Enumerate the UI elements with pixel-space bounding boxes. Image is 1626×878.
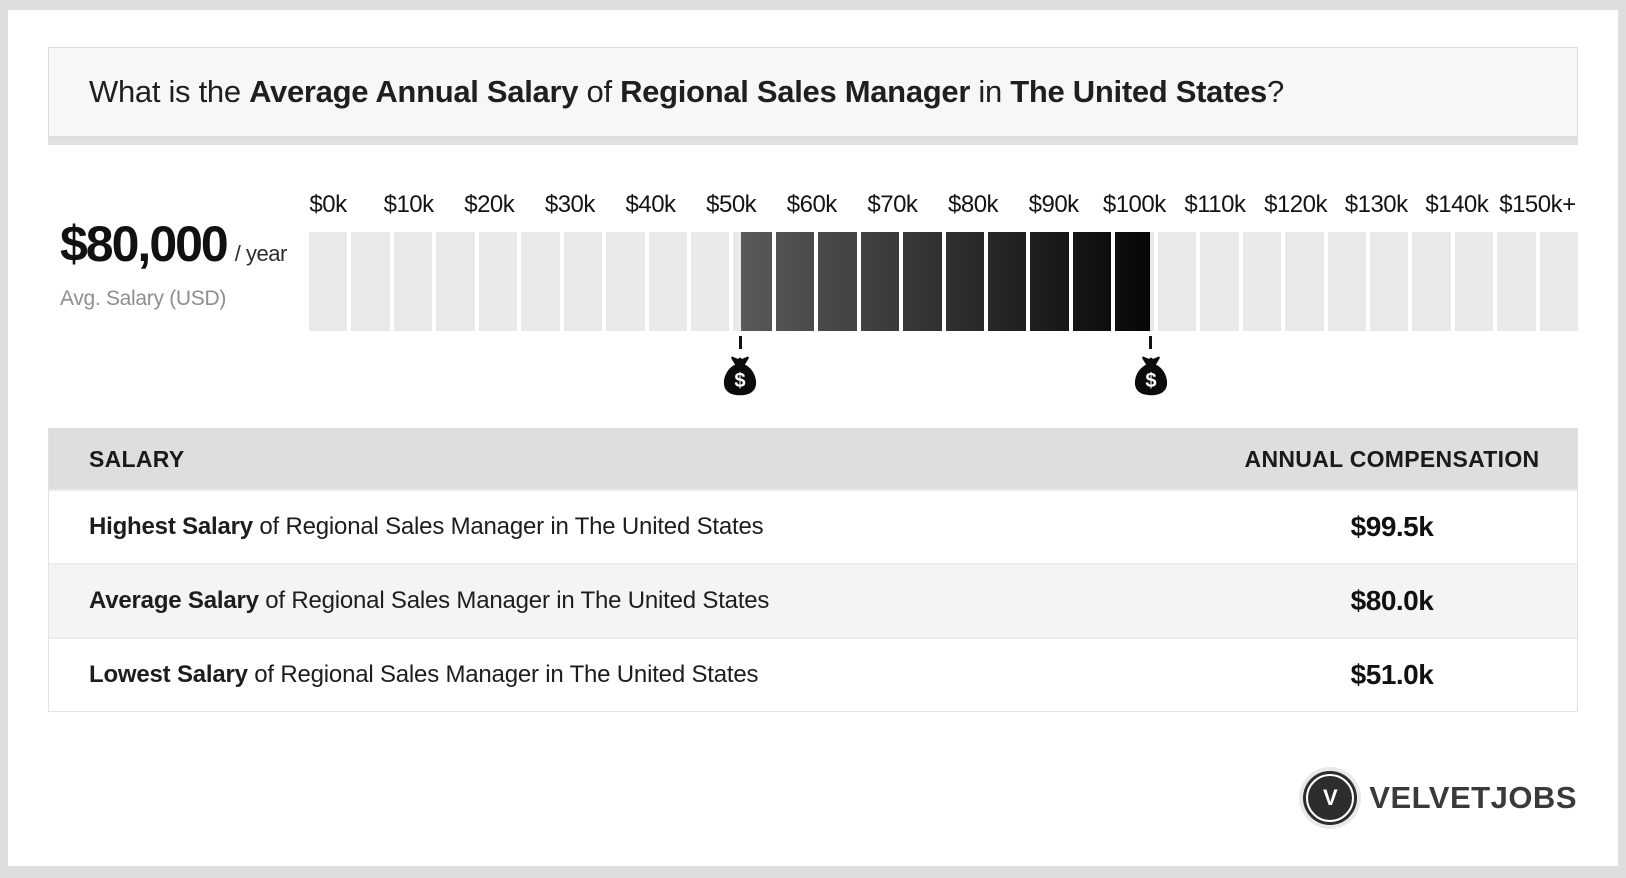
row-label-bold: Average Salary bbox=[89, 587, 259, 614]
average-salary-period: / year bbox=[234, 241, 288, 266]
row-label-rest: of Regional Sales Manager in The United … bbox=[258, 587, 770, 614]
scale-tick-label: $100k bbox=[1102, 191, 1166, 218]
salary-scale-axis: $0k $10k $20k $30k $40k $50k $60k $70k $80k $90k $… bbox=[309, 185, 1578, 232]
question-part: What is the bbox=[89, 74, 250, 109]
svg-text:$: $ bbox=[1145, 370, 1156, 392]
average-salary-summary: $80,000/ year Avg. Salary (USD) bbox=[60, 215, 310, 311]
question-part: ? bbox=[1267, 74, 1284, 109]
table-row: Highest Salary of Regional Sales Manager… bbox=[49, 489, 1577, 563]
row-label: Lowest Salary of Regional Sales Manager … bbox=[49, 661, 1207, 689]
velvetjobs-logo: V VELVETJOBS bbox=[1303, 771, 1577, 825]
scale-tick-label: $90k bbox=[1028, 191, 1080, 218]
scale-segment bbox=[606, 232, 645, 331]
scale-segment bbox=[945, 232, 984, 331]
table-row: Average Salary of Regional Sales Manager… bbox=[49, 563, 1577, 637]
scale-tick-label: $0k bbox=[309, 191, 347, 218]
row-label-bold: Highest Salary bbox=[89, 513, 253, 540]
average-salary-caption: Avg. Salary (USD) bbox=[60, 287, 227, 310]
scale-tick-label: $50k bbox=[706, 191, 757, 218]
velvetjobs-logo-icon: V bbox=[1303, 771, 1358, 825]
row-label: Highest Salary of Regional Sales Manager… bbox=[49, 513, 1207, 541]
scale-tick-label: $70k bbox=[867, 191, 918, 218]
scale-segment bbox=[1369, 232, 1409, 331]
scale-segment bbox=[1157, 232, 1197, 331]
row-label: Average Salary of Regional Sales Manager… bbox=[49, 587, 1207, 615]
salary-table-body: Highest Salary of Regional Sales Manager… bbox=[49, 489, 1577, 711]
scale-segment bbox=[1115, 232, 1154, 331]
salary-scale-markers: $ $ bbox=[309, 331, 1578, 411]
highest-salary-marker: $ bbox=[1130, 331, 1172, 399]
scale-segment bbox=[563, 232, 603, 331]
question-title: What is the Average Annual Salary of Reg… bbox=[49, 48, 1577, 136]
scale-segment bbox=[818, 232, 857, 331]
lowest-salary-marker: $ bbox=[719, 331, 761, 399]
scale-segment bbox=[436, 232, 475, 331]
scale-tick-label: $30k bbox=[544, 191, 596, 218]
scale-segment bbox=[1072, 232, 1112, 331]
scale-segment bbox=[1030, 232, 1069, 331]
row-label-rest: of Regional Sales Manager in The United … bbox=[247, 661, 759, 688]
scale-tick-label: $80k bbox=[948, 191, 999, 218]
scale-tick-label: $140k bbox=[1425, 191, 1489, 218]
money-bag-icon: $ bbox=[724, 356, 757, 396]
salary-table-header: SALARY ANNUAL COMPENSATION bbox=[49, 429, 1577, 489]
scale-segment bbox=[1327, 232, 1366, 331]
average-salary-amount: $80,000 bbox=[60, 216, 229, 272]
scale-segment bbox=[860, 232, 900, 331]
money-bag-icon: $ bbox=[1134, 356, 1167, 396]
scale-tick-label: $120k bbox=[1264, 191, 1327, 218]
salary-scale-bar bbox=[309, 232, 1579, 331]
scale-segment bbox=[351, 232, 390, 331]
scale-segment bbox=[1454, 232, 1494, 331]
scale-segment bbox=[903, 232, 942, 331]
scale-segment bbox=[988, 232, 1027, 331]
logo-wordmark: VELVETJOBS bbox=[1369, 780, 1577, 815]
question-part: of bbox=[578, 74, 621, 109]
svg-text:$: $ bbox=[735, 370, 746, 392]
salary-scale: $0k $10k $20k $30k $40k $50k $60k $70k $80k $90k $… bbox=[309, 185, 1579, 411]
question-part: in bbox=[970, 74, 1011, 109]
column-header-annual-compensation: ANNUAL COMPENSATION bbox=[1244, 445, 1540, 472]
infographic-card: What is the Average Annual Salary of Reg… bbox=[8, 10, 1618, 866]
question-bold-part: Average Annual Salary bbox=[249, 74, 579, 109]
scale-tick-label: $130k bbox=[1344, 191, 1408, 218]
table-row: Lowest Salary of Regional Sales Manager … bbox=[49, 637, 1577, 711]
scale-segment bbox=[648, 232, 687, 331]
column-header-salary: SALARY bbox=[89, 445, 185, 472]
scale-tick-label: $110k bbox=[1184, 191, 1246, 218]
scale-segment bbox=[1200, 232, 1239, 331]
question-bold-part: Regional Sales Manager bbox=[620, 74, 971, 109]
scale-segment bbox=[690, 232, 730, 331]
scale-segment bbox=[1285, 232, 1324, 331]
logo-monogram: V bbox=[1322, 785, 1338, 810]
scale-segment bbox=[521, 232, 560, 331]
scale-segment bbox=[478, 232, 518, 331]
question-bold-part: The United States bbox=[1010, 74, 1267, 109]
row-value: $99.5k bbox=[1350, 511, 1434, 542]
scale-tick-label: $150k+ bbox=[1499, 191, 1576, 218]
scale-tick-label: $10k bbox=[383, 191, 435, 218]
marker-tick bbox=[738, 336, 742, 349]
scale-segment bbox=[309, 232, 348, 331]
row-value: $80.0k bbox=[1350, 585, 1434, 616]
scale-segment bbox=[1497, 232, 1536, 331]
scale-segment bbox=[775, 232, 815, 331]
row-value: $51.0k bbox=[1350, 659, 1434, 690]
scale-tick-label: $40k bbox=[625, 191, 676, 218]
scale-segment bbox=[733, 232, 772, 331]
scale-segment bbox=[1242, 232, 1282, 331]
scale-segment bbox=[1539, 232, 1579, 331]
scale-tick-label: $60k bbox=[786, 191, 838, 218]
row-label-rest: of Regional Sales Manager in The United … bbox=[252, 513, 764, 540]
row-label-bold: Lowest Salary bbox=[89, 661, 248, 688]
salary-table: SALARY ANNUAL COMPENSATION Highest Salar… bbox=[48, 428, 1578, 712]
scale-segment bbox=[393, 232, 433, 331]
question-box: What is the Average Annual Salary of Reg… bbox=[48, 47, 1578, 137]
scale-segment bbox=[1412, 232, 1451, 331]
marker-tick bbox=[1149, 336, 1153, 349]
scale-tick-label: $20k bbox=[464, 191, 515, 218]
